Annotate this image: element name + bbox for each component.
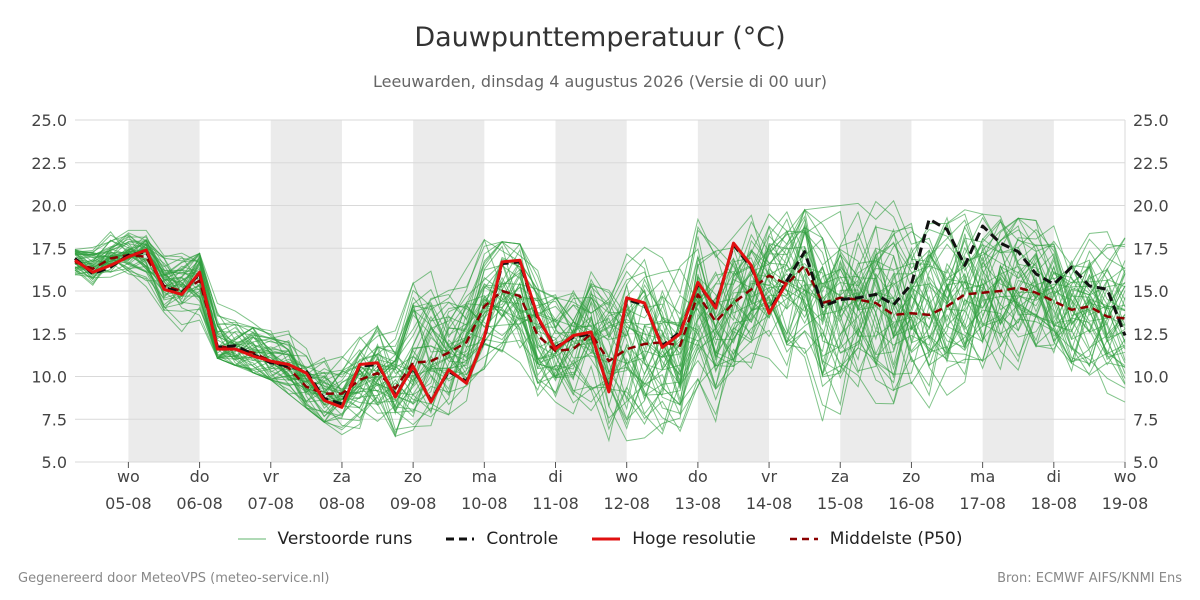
ensemble-member-line (74, 226, 1126, 395)
dashed-line-icon (789, 537, 818, 541)
legend-item-median[interactable]: Middelste (P50) (789, 529, 963, 549)
chart-title: Dauwpunttemperatuur (°C) (414, 22, 786, 53)
ensemble-member-line (74, 242, 1126, 430)
ensemble-member-line (74, 213, 1126, 393)
x-tick-weekday: ma (472, 467, 497, 486)
median-line (74, 253, 1126, 395)
x-tick-date: 10-08 (461, 494, 508, 513)
x-tick-weekday: zo (404, 467, 422, 486)
x-tick-weekday: za (831, 467, 849, 486)
ensemble-member-line (74, 216, 1126, 438)
x-tick-date: 06-08 (176, 494, 223, 513)
legend-label: Hoge resolutie (632, 529, 756, 549)
legend-label: Middelste (P50) (829, 529, 963, 549)
x-tick-date: 07-08 (248, 494, 295, 513)
y-tick-label-right: 22.5 (1133, 154, 1169, 173)
solid-line-icon (592, 537, 621, 541)
thin-line-icon (237, 538, 266, 540)
legend-label: Verstoorde runs (277, 529, 413, 549)
high-resolution-line (74, 241, 789, 409)
y-tick-label-left: 20.0 (31, 197, 67, 216)
x-tick-weekday: zo (902, 467, 920, 486)
y-tick-label-right: 12.5 (1133, 325, 1169, 344)
x-tick-date: 14-08 (746, 494, 793, 513)
ensemble-member-line (74, 208, 1126, 434)
legend-item-high-resolution[interactable]: Hoge resolutie (592, 529, 756, 549)
x-tick-date: 15-08 (817, 494, 864, 513)
ensemble-member-line (74, 210, 1126, 415)
footer-source: Bron: ECMWF AIFS/KNMI Ens (997, 571, 1182, 586)
ensemble-member-line (74, 246, 1126, 408)
legend: Verstoorde runs Controle Hoge resolutie … (0, 529, 1200, 549)
x-tick-date: 16-08 (888, 494, 935, 513)
x-tick-weekday: wo (117, 467, 140, 486)
x-tick-date: 17-08 (959, 494, 1006, 513)
ensemble-member-line (74, 218, 1126, 409)
y-tick-label-left: 17.5 (31, 239, 67, 258)
y-tick-label-right: 20.0 (1133, 197, 1169, 216)
dashed-line-icon (446, 537, 475, 541)
chart-subtitle: Leeuwarden, dinsdag 4 augustus 2026 (Ver… (372, 72, 828, 91)
x-tick-weekday: di (1047, 467, 1062, 486)
x-tick-date: 19-08 (1102, 494, 1149, 513)
legend-label: Controle (486, 529, 559, 549)
ensemble-member-line (74, 242, 1126, 419)
ensemble-member-line (74, 216, 1126, 414)
ensemble-member-line (74, 238, 1126, 407)
ensemble-member-line (74, 231, 1126, 433)
x-tick-weekday: za (333, 467, 351, 486)
y-tick-label-left: 7.5 (42, 410, 67, 429)
x-tick-weekday: wo (1114, 467, 1137, 486)
y-tick-label-left: 5.0 (42, 453, 67, 472)
y-tick-label-right: 15.0 (1133, 282, 1169, 301)
x-tick-weekday: di (548, 467, 563, 486)
y-tick-label-left: 25.0 (31, 111, 67, 130)
y-tick-label-right: 10.0 (1133, 368, 1169, 387)
x-tick-date: 18-08 (1031, 494, 1078, 513)
ensemble-member-line (74, 210, 1126, 399)
y-tick-label-left: 12.5 (31, 325, 67, 344)
y-tick-label-left: 15.0 (31, 282, 67, 301)
x-tick-date: 13-08 (675, 494, 722, 513)
x-tick-weekday: vr (761, 467, 777, 486)
ensemble-member-line (74, 222, 1126, 387)
x-tick-date: 11-08 (532, 494, 579, 513)
x-tick-date: 08-08 (319, 494, 366, 513)
y-tick-label-left: 10.0 (31, 368, 67, 387)
y-tick-label-right: 25.0 (1133, 111, 1169, 130)
x-tick-date: 12-08 (603, 494, 650, 513)
legend-item-control[interactable]: Controle (446, 529, 558, 549)
y-tick-label-left: 22.5 (31, 154, 67, 173)
x-tick-weekday: do (190, 467, 210, 486)
x-tick-date: 05-08 (105, 494, 152, 513)
x-tick-weekday: ma (970, 467, 995, 486)
x-tick-date: 09-08 (390, 494, 437, 513)
y-tick-label-right: 5.0 (1133, 453, 1158, 472)
legend-item-perturbed-runs[interactable]: Verstoorde runs (237, 529, 413, 549)
y-tick-label-right: 17.5 (1133, 239, 1169, 258)
x-tick-weekday: do (688, 467, 708, 486)
x-tick-weekday: vr (263, 467, 279, 486)
footer-credit: Gegenereerd door MeteoVPS (meteo-service… (18, 571, 330, 586)
ensemble-member-line (74, 228, 1126, 424)
y-tick-label-right: 7.5 (1133, 410, 1158, 429)
ensemble-member-line (74, 221, 1126, 422)
x-tick-weekday: wo (615, 467, 638, 486)
